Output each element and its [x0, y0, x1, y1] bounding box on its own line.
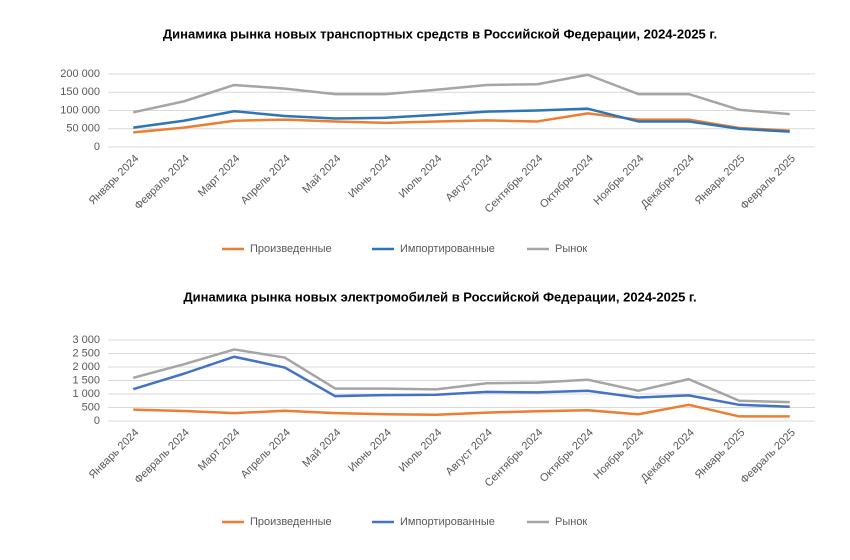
legend-label: Произведенные [250, 243, 332, 255]
chart-title: Динамика рынка новых транспортных средст… [163, 26, 717, 41]
x-tick-label: Январь 2024 [87, 153, 142, 208]
x-tick-label: Январь 2025 [693, 427, 748, 482]
x-tick-label: Июль 2024 [397, 427, 445, 475]
legend-label: Рынок [555, 243, 587, 255]
x-tick-label: Ноябрь 2024 [591, 427, 646, 482]
x-tick-label: Февраль 2025 [738, 427, 798, 487]
x-tick-label: Май 2024 [300, 153, 343, 196]
y-tick-label: 150 000 [60, 86, 100, 98]
x-tick-label: Ноябрь 2024 [591, 153, 646, 208]
series-line [132, 355, 790, 408]
y-tick-label: 0 [94, 415, 100, 427]
y-tick-label: 50 000 [66, 123, 100, 135]
y-tick-label: 500 [82, 401, 100, 413]
legend-label: Произведенные [250, 516, 332, 528]
chart-title: Динамика рынка новых электромобилей в Ро… [183, 289, 696, 304]
x-tick-label: Декабрь 2024 [639, 153, 697, 211]
series-line [133, 107, 790, 133]
x-tick-label: Май 2024 [300, 427, 343, 470]
x-tick-label: Январь 2024 [87, 427, 142, 482]
series-line [133, 112, 790, 134]
series-line [132, 348, 790, 404]
x-tick-label: Март 2024 [196, 427, 243, 474]
x-tick-label: Октябрь 2024 [538, 153, 596, 211]
legend-label: Рынок [555, 516, 587, 528]
x-tick-label: Июнь 2024 [346, 153, 394, 201]
series-line [132, 73, 790, 116]
legend-label: Импортированные [400, 516, 495, 528]
x-tick-label: Октябрь 2024 [538, 427, 596, 485]
y-tick-label: 0 [94, 141, 100, 153]
x-tick-label: Июль 2024 [397, 153, 445, 201]
y-tick-label: 2 000 [72, 361, 100, 373]
x-tick-label: Январь 2025 [693, 153, 748, 208]
x-tick-label: Декабрь 2024 [639, 427, 697, 485]
x-tick-label: Июнь 2024 [346, 427, 394, 475]
x-tick-label: Март 2024 [196, 153, 243, 200]
y-tick-label: 200 000 [60, 68, 100, 80]
legend-label: Импортированные [400, 243, 495, 255]
x-tick-label: Апрель 2024 [239, 153, 293, 207]
x-tick-label: Август 2024 [444, 153, 495, 204]
y-tick-label: 3 000 [72, 334, 100, 346]
x-tick-label: Апрель 2024 [239, 427, 293, 481]
y-tick-label: 100 000 [60, 104, 100, 116]
y-tick-label: 2 500 [72, 347, 100, 359]
x-tick-label: Февраль 2025 [738, 153, 798, 213]
series-line [133, 403, 790, 418]
x-tick-label: Февраль 2024 [132, 427, 192, 487]
y-tick-label: 1 500 [72, 374, 100, 386]
x-tick-label: Август 2024 [444, 427, 495, 478]
y-tick-label: 1 000 [72, 388, 100, 400]
x-tick-label: Февраль 2024 [132, 153, 192, 213]
